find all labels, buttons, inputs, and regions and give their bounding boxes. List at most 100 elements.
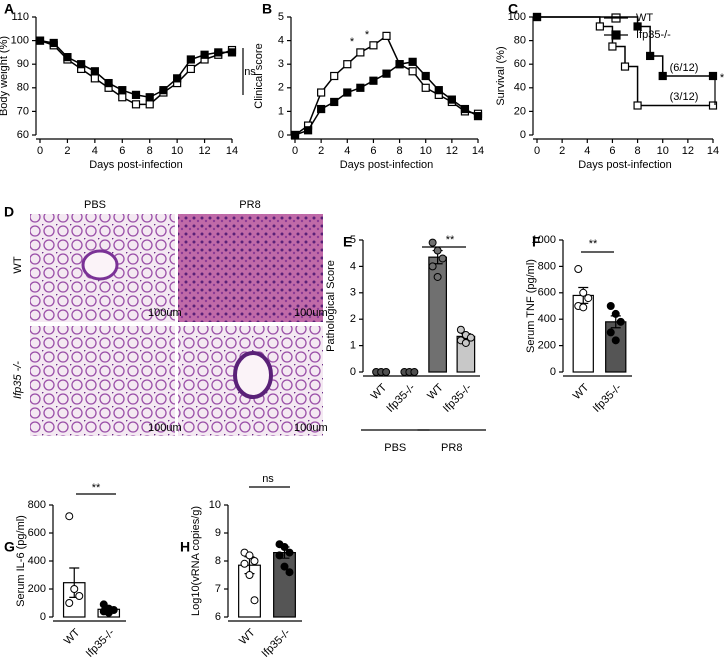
y-tick-label: 400 (28, 555, 46, 567)
data-point (606, 302, 615, 310)
x-tick-label: WT (571, 381, 592, 402)
histology-image (178, 214, 323, 322)
annotation: (6/12) (670, 62, 699, 74)
data-point (616, 317, 625, 326)
y-tick-label: 3 (350, 287, 356, 299)
scale-bar: 100um (148, 307, 182, 319)
y-tick-label: 4 (278, 35, 284, 47)
marker (35, 36, 45, 45)
x-tick-label: 0 (534, 145, 540, 157)
marker (369, 41, 378, 50)
annotation: ns (262, 473, 274, 485)
x-axis-label: Days post-infection (340, 159, 434, 171)
data-point (245, 571, 254, 579)
marker (145, 100, 154, 109)
marker (90, 67, 99, 76)
line (294, 34, 479, 136)
marker (159, 86, 168, 95)
panel-letter: C (508, 1, 518, 17)
marker (369, 76, 378, 85)
data-point (280, 562, 289, 571)
x-tick-label: 4 (584, 145, 590, 157)
x-tick-label: 6 (609, 145, 615, 157)
data-point (70, 585, 79, 593)
marker (214, 48, 223, 57)
y-tick-label: 2 (278, 82, 284, 94)
data-point (250, 596, 259, 605)
panel-d: D PBS PR8 WT Ifp35 -/- 100um 100um 100um… (4, 199, 328, 436)
x-tick-label: 2 (64, 145, 70, 157)
marker (77, 60, 86, 69)
data-point (466, 333, 475, 342)
y-tick-label: 110 (11, 11, 29, 23)
x-axis-label: Days post-infection (578, 159, 672, 171)
line (39, 39, 232, 99)
y-tick-label: 1000 (532, 234, 556, 246)
chart-panel: H 6 7 8 9 10 Log10(vRNA copies/g) WT Ifp35-/- ns (180, 473, 302, 660)
x-tick-label: 12 (198, 145, 210, 157)
y-tick-label: 200 (28, 583, 46, 595)
data-point (240, 559, 249, 568)
y-tick-label: 3 (278, 58, 284, 70)
x-tick-label: 10 (171, 145, 183, 157)
panel-letter: G (4, 539, 15, 555)
marker (532, 12, 542, 22)
panel-letter: F (532, 234, 541, 250)
marker (343, 88, 352, 97)
marker (382, 69, 391, 78)
x-tick-label: 2 (318, 145, 324, 157)
y-tick-label: 0 (278, 129, 284, 141)
x-tick-label: 2 (559, 145, 565, 157)
y-tick-label: 70 (17, 105, 29, 117)
marker (131, 90, 141, 99)
y-tick-label: 0 (550, 366, 556, 378)
marker (356, 83, 365, 92)
marker (356, 48, 365, 57)
y-tick-label: 6 (215, 611, 221, 623)
chart-panel: C 0 20 40 60 80 100 Survival (%) 0 2 4 6 8 10 12 14 Days… (495, 1, 725, 171)
y-tick-label: 2 (350, 313, 356, 325)
y-tick-label: 1 (278, 105, 284, 117)
marker (227, 48, 237, 57)
histology-image (30, 326, 175, 436)
y-tick-label: 600 (538, 287, 556, 299)
data-point (275, 551, 284, 560)
data-point (611, 336, 620, 345)
data-point (382, 368, 391, 376)
marker (173, 74, 182, 83)
x-tick-label: 4 (92, 145, 98, 157)
scale-bar: 100um (148, 422, 182, 434)
y-tick-label: 400 (538, 313, 556, 325)
annotation: ** (446, 234, 455, 246)
x-axis-label: Days post-infection (89, 159, 183, 171)
x-tick-label: WT (237, 626, 258, 647)
marker (145, 93, 154, 102)
marker (118, 86, 127, 95)
x-tick-label: 4 (344, 145, 350, 157)
marker (633, 22, 642, 31)
panel-letter: D (4, 204, 14, 220)
y-tick-label: 200 (538, 340, 556, 352)
panel-letter: A (4, 1, 14, 17)
x-tick-label: Ifp35-/- (384, 381, 417, 414)
annotation: ns (244, 66, 256, 78)
y-axis-label: Body weight (%) (0, 36, 10, 116)
marker (131, 100, 141, 109)
panel-letter: B (262, 1, 272, 17)
y-tick-label: 100 (508, 11, 526, 23)
data-point (461, 338, 470, 347)
y-axis-label: Log10(vRNA copies/g) (190, 506, 202, 616)
x-tick-label: 6 (119, 145, 125, 157)
data-point (285, 568, 294, 577)
marker (343, 60, 352, 69)
group-label: PBS (384, 442, 406, 454)
y-tick-label: 60 (17, 129, 29, 141)
x-tick-label: 14 (707, 145, 719, 157)
survival-line (537, 16, 713, 107)
marker (447, 95, 456, 104)
scale-bar: 100um (294, 307, 328, 319)
marker (104, 78, 113, 88)
y-tick-label: 80 (514, 35, 526, 47)
marker (330, 71, 339, 81)
